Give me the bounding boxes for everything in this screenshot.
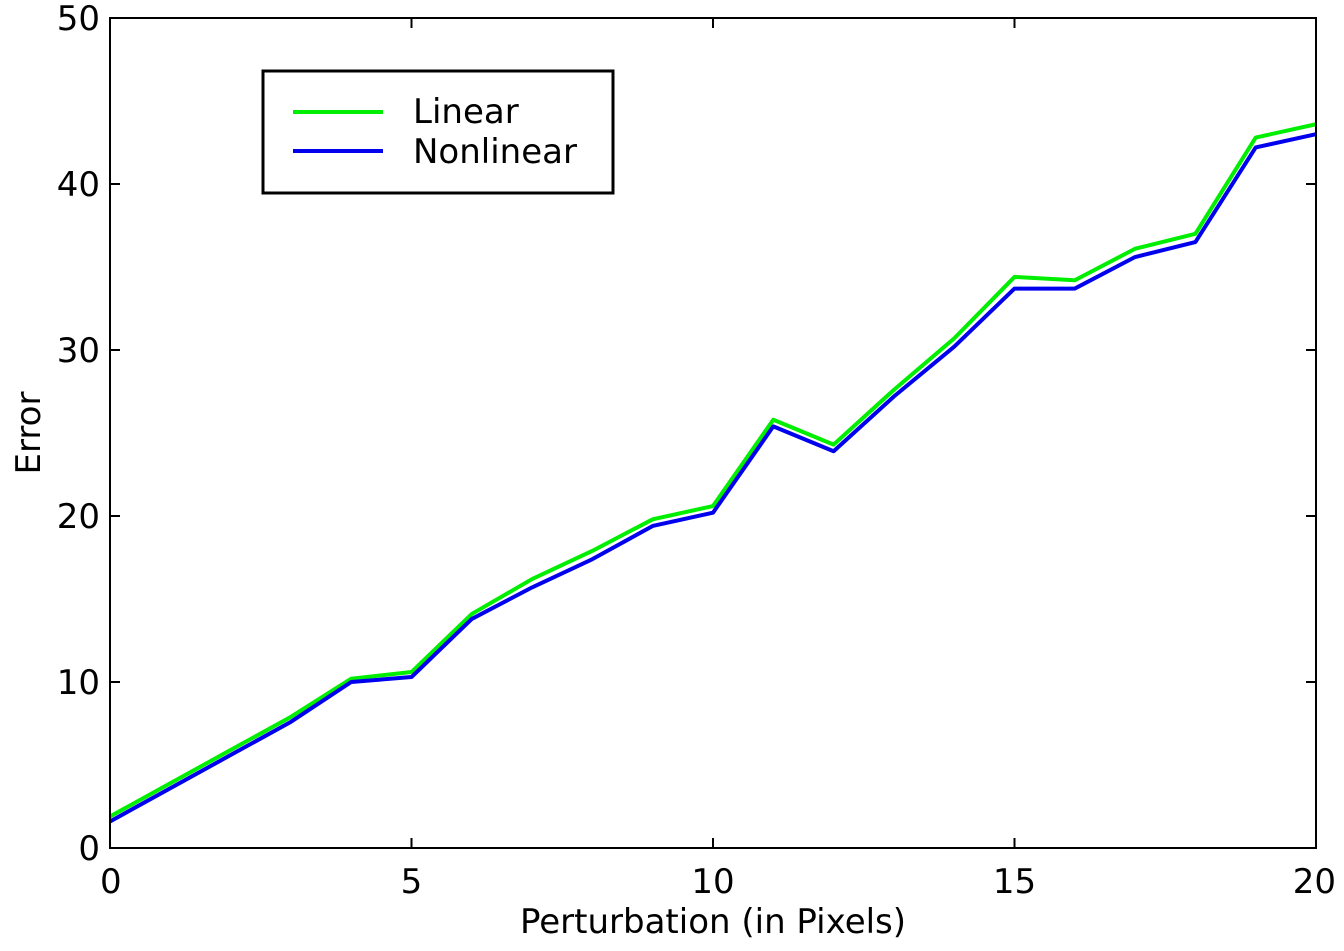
axis-ticks: 0 5 10 15 20 0 10 20 30 40 50 [57,0,1336,902]
x-tick-label: 20 [1293,862,1336,902]
y-tick-label: 0 [78,829,100,869]
series-line-linear [109,122,1317,819]
legend-label-nonlinear: Nonlinear [413,132,577,172]
legend: Linear Nonlinear [261,69,615,195]
legend-box [261,69,615,195]
y-tick-label: 50 [57,0,100,39]
x-tick-label: 15 [993,862,1036,902]
y-tick-label: 30 [57,331,100,371]
legend-label-linear: Linear [413,92,519,132]
plot-frame [109,17,1317,849]
y-tick-label: 10 [57,663,100,703]
x-tick-label: 10 [691,862,734,902]
series-line-nonlinear [109,132,1317,824]
y-tick-label: 40 [57,165,100,205]
y-axis-label: Error [9,392,49,475]
series-lines [109,122,1317,824]
y-tick-label: 20 [57,497,100,537]
x-tick-label: 5 [401,862,423,902]
x-tick-label: 0 [100,862,122,902]
x-axis-label: Perturbation (in Pixels) [520,902,906,942]
